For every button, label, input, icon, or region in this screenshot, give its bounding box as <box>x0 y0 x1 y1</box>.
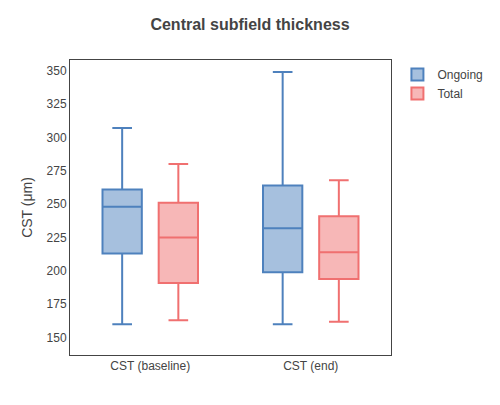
svg-text:150: 150 <box>47 331 67 345</box>
svg-text:Ongoing: Ongoing <box>437 68 482 82</box>
svg-text:225: 225 <box>47 231 67 245</box>
svg-text:Central subfield thickness: Central subfield thickness <box>150 16 349 33</box>
svg-text:CST (μm): CST (μm) <box>19 177 35 238</box>
svg-text:Total: Total <box>437 87 462 101</box>
svg-text:350: 350 <box>47 64 67 78</box>
svg-text:275: 275 <box>47 164 67 178</box>
svg-text:CST (baseline): CST (baseline) <box>110 359 190 373</box>
svg-text:325: 325 <box>47 97 67 111</box>
svg-text:CST (end): CST (end) <box>283 359 338 373</box>
svg-text:200: 200 <box>47 264 67 278</box>
svg-text:175: 175 <box>47 297 67 311</box>
svg-text:250: 250 <box>47 197 67 211</box>
svg-text:300: 300 <box>47 131 67 145</box>
